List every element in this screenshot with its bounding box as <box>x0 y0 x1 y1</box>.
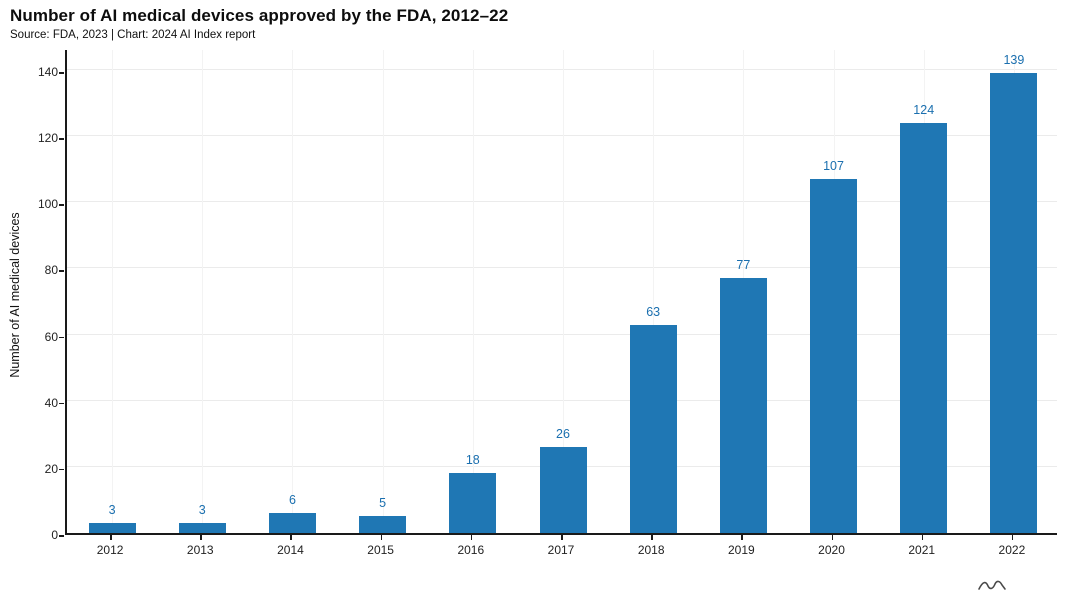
x-tick-label: 2021 <box>908 543 936 557</box>
x-tick-mark <box>921 535 924 540</box>
x-tick-mark <box>1011 535 1014 540</box>
gridline-vertical <box>112 50 114 533</box>
x-tick-label: 2016 <box>457 543 485 557</box>
gridline-vertical <box>472 50 474 533</box>
y-tick-label: 80 <box>44 263 58 278</box>
y-tick-mark <box>59 535 64 537</box>
x-axis-ticks: 2012 2013 2014 2015 2016 2017 2018 2019 2020 2021… <box>65 543 1057 563</box>
x-tick-label: 2017 <box>547 543 575 557</box>
x-tick-mark <box>561 535 563 540</box>
y-tick-mark <box>59 336 64 339</box>
bar-value-label: 63 <box>646 304 661 319</box>
x-tick-mark <box>470 535 473 540</box>
watermark-icon <box>977 577 1007 598</box>
x-tick-mark <box>290 535 292 540</box>
bar-value-label: 18 <box>465 453 480 468</box>
x-tick-label: 2020 <box>818 543 845 557</box>
x-tick-label: 2022 <box>998 543 1026 557</box>
x-tick-mark <box>651 535 653 540</box>
y-tick-mark <box>59 402 64 405</box>
y-tick-mark <box>59 138 64 140</box>
y-tick-label: 40 <box>44 395 58 410</box>
x-tick-mark <box>110 535 112 540</box>
x-tick-label: 2014 <box>277 543 304 557</box>
gridline-vertical <box>563 50 564 533</box>
y-tick-mark <box>59 72 64 74</box>
bar-2020 <box>810 179 858 533</box>
x-tick-label: 2012 <box>96 543 124 557</box>
chart-title: Number of AI medical devices approved by… <box>10 6 509 25</box>
bar-2019 <box>719 278 767 533</box>
bar-2018 <box>629 324 677 533</box>
gridline-horizontal <box>67 69 1057 70</box>
x-tick-label: 2019 <box>728 543 755 557</box>
x-tick-mark <box>380 535 383 540</box>
y-tick-label: 20 <box>44 461 58 476</box>
bar-2016 <box>449 473 497 533</box>
bar-2022 <box>990 73 1038 533</box>
gridline-horizontal <box>67 399 1057 401</box>
bar-value-label: 3 <box>108 503 116 518</box>
gridline-vertical <box>382 50 384 533</box>
gridline-horizontal <box>67 333 1057 335</box>
y-tick-mark <box>59 468 64 471</box>
y-tick-label: 120 <box>37 131 58 146</box>
bar-2021 <box>900 122 948 533</box>
x-tick-mark <box>831 535 834 540</box>
bar-value-label: 107 <box>823 159 844 174</box>
x-tick-label: 2018 <box>637 543 665 557</box>
gridline-horizontal <box>67 201 1057 203</box>
bar-2012 <box>88 523 136 533</box>
y-tick-mark <box>59 204 64 206</box>
gridline-horizontal <box>67 135 1057 137</box>
gridline-horizontal <box>67 267 1057 269</box>
y-axis-ticks: 0 20 40 60 80 100 120 140 <box>0 50 58 542</box>
y-tick-label: 140 <box>37 65 58 79</box>
bar-value-label: 3 <box>198 503 206 518</box>
bar-2015 <box>359 516 407 533</box>
bar-2013 <box>178 523 226 533</box>
x-tick-label: 2013 <box>186 543 214 557</box>
gridline-vertical <box>653 50 655 533</box>
chart-source: Source: FDA, 2023 | Chart: 2024 AI Index… <box>10 29 256 41</box>
y-tick-mark <box>59 270 64 272</box>
gridline-vertical <box>202 50 204 533</box>
x-tick-mark <box>200 535 202 540</box>
bar-value-label: 77 <box>736 258 751 273</box>
plot-area: 3 3 6 5 18 26 63 77 107 124 139 <box>65 50 1057 535</box>
bar-value-label: 139 <box>1003 53 1025 68</box>
y-tick-label: 0 <box>51 528 58 542</box>
x-tick-label: 2015 <box>367 543 394 557</box>
y-tick-label: 100 <box>37 197 58 212</box>
gridline-vertical <box>292 50 294 533</box>
bar-value-label: 6 <box>288 493 296 508</box>
bar-2014 <box>268 513 316 533</box>
x-tick-mark <box>741 535 743 540</box>
bar-value-label: 124 <box>913 102 935 117</box>
bar-2017 <box>539 447 587 533</box>
bar-value-label: 26 <box>556 427 570 442</box>
bar-value-label: 5 <box>379 496 387 511</box>
y-tick-label: 60 <box>44 329 58 344</box>
